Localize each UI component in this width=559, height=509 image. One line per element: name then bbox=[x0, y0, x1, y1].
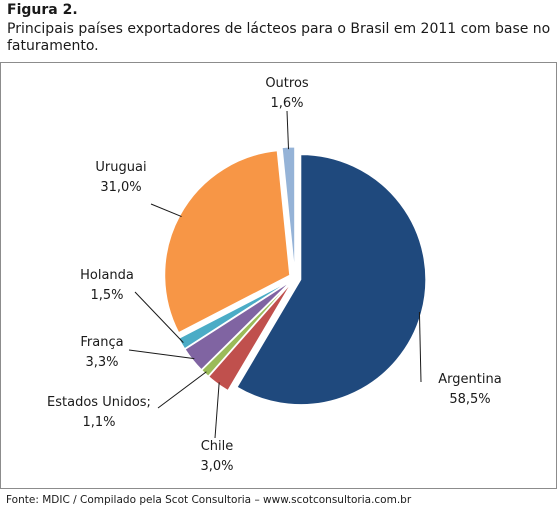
slice-label-value: 1,6% bbox=[270, 96, 303, 111]
slice-label-name: Estados Unidos; bbox=[47, 395, 151, 410]
pie-chart: Argentina 58,5% Chile 3,0% Estados Unidos; 1,… bbox=[47, 76, 502, 474]
pie-slice-chile bbox=[208, 282, 292, 392]
leader-line bbox=[157, 371, 207, 409]
slice-label-value: 31,0% bbox=[100, 180, 141, 195]
leader-line bbox=[128, 349, 195, 360]
leader-line bbox=[134, 291, 184, 343]
source-note: Fonte: MDIC / Compilado pela Scot Consul… bbox=[6, 494, 412, 506]
pie-slice-argentina bbox=[236, 154, 427, 406]
leader-line bbox=[214, 382, 220, 439]
leader-line bbox=[418, 312, 422, 383]
slice-label-name: Outros bbox=[265, 76, 309, 91]
slice-label-value: 1,1% bbox=[82, 415, 115, 430]
leader-line bbox=[286, 110, 290, 150]
pie-slice-fran-a bbox=[184, 281, 291, 371]
slice-label-name: Chile bbox=[201, 439, 234, 454]
figure-caption: Principais países exportadores de lácteo… bbox=[7, 21, 551, 54]
leader-line bbox=[150, 203, 182, 218]
slice-label-value: 3,0% bbox=[200, 459, 233, 474]
chart-frame: Argentina 58,5% Chile 3,0% Estados Unidos; 1,… bbox=[0, 62, 557, 489]
slice-label-value: 1,5% bbox=[90, 288, 123, 303]
slice-label-name: Uruguai bbox=[95, 160, 146, 175]
slice-label-name: França bbox=[80, 335, 123, 350]
figure-label: Figura 2. bbox=[7, 2, 78, 18]
slice-label-value: 3,3% bbox=[85, 355, 118, 370]
slice-label-name: Holanda bbox=[80, 268, 134, 283]
slice-label-name: Argentina bbox=[438, 372, 501, 387]
slice-label-value: 58,5% bbox=[449, 392, 490, 407]
